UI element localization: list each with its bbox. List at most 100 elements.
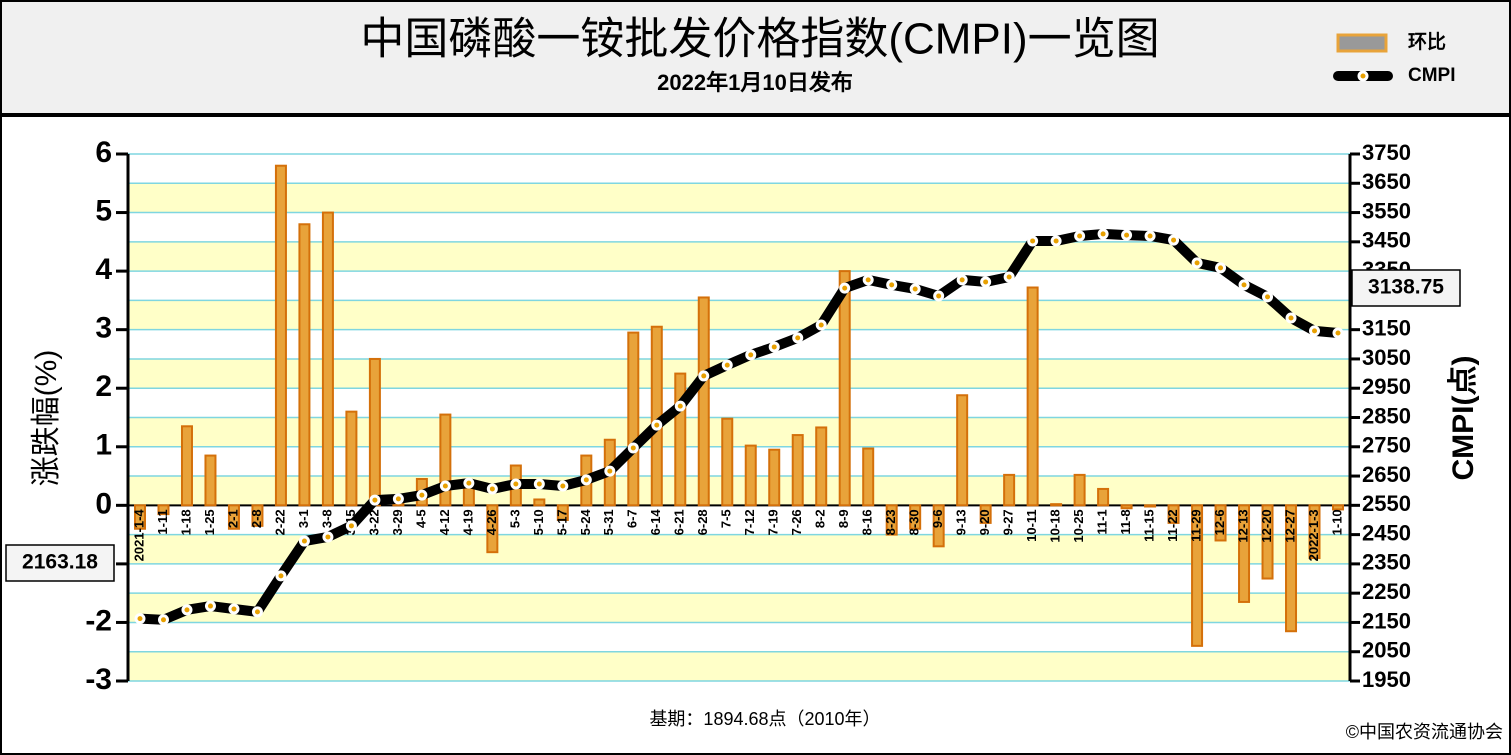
y-tick-label: 3 (95, 312, 112, 345)
y2-tick-label: 2650 (1362, 462, 1411, 487)
annotation-box (5, 544, 115, 582)
x-tick-label: 1-18 (178, 509, 193, 535)
band (128, 417, 1350, 447)
point (275, 570, 287, 582)
bar (345, 410, 358, 507)
point (698, 370, 710, 382)
x-tick-label: 9-20 (977, 509, 992, 535)
bar (721, 417, 734, 507)
bar (556, 504, 569, 521)
bar (1261, 504, 1274, 580)
x-tick-label: 5-17 (554, 509, 569, 535)
x-tick-label: 1-11 (155, 509, 170, 534)
point (157, 614, 169, 626)
y-axis-label: 涨跌幅(%) (30, 350, 63, 487)
annotation-box (1351, 269, 1461, 307)
bar (674, 372, 687, 507)
bar (1238, 504, 1251, 603)
x-tick-label: 7-12 (742, 509, 757, 535)
x-tick-label: 12-20 (1259, 509, 1274, 542)
bar (1308, 504, 1321, 560)
bar (533, 498, 546, 507)
point (745, 349, 757, 361)
bar (486, 504, 499, 554)
bar (1167, 504, 1180, 524)
bar (862, 447, 875, 507)
y2-tick-label: 2150 (1362, 608, 1411, 633)
x-tick-label: 2-22 (272, 509, 287, 535)
y2-tick-label: 2550 (1362, 491, 1411, 516)
x-tick-label: 6-14 (648, 509, 663, 536)
point (1285, 312, 1297, 324)
point (980, 276, 992, 288)
point (768, 341, 780, 353)
point (1144, 230, 1156, 242)
point (1121, 229, 1133, 241)
point (886, 279, 898, 291)
x-tick-label: 8-2 (813, 509, 828, 528)
y2-tick-label: 2450 (1362, 520, 1411, 545)
point (627, 442, 639, 454)
point (298, 535, 310, 547)
line (139, 228, 1339, 625)
point (1262, 291, 1274, 303)
y2-tick-label: 3750 (1362, 140, 1411, 165)
bar (791, 434, 804, 507)
y2-tick-label: 3450 (1362, 228, 1411, 253)
y-tick-label: 6 (95, 136, 112, 169)
bar (204, 454, 217, 507)
x-tick-label: 10-11 (1024, 509, 1039, 542)
x-tick-label: 4-12 (437, 509, 452, 535)
point (181, 604, 193, 616)
point (1027, 235, 1039, 247)
legend-dot (1357, 70, 1369, 82)
bar (909, 504, 922, 530)
point (1332, 327, 1344, 339)
x-tick-label: 5-31 (601, 509, 616, 535)
x-tick-label: 7-26 (789, 509, 804, 535)
bar (251, 504, 264, 527)
bar (1214, 504, 1227, 542)
point (1003, 271, 1015, 283)
x-tick-label: 4-5 (413, 509, 428, 528)
y-tick-label: 4 (95, 253, 112, 286)
point (1309, 325, 1321, 337)
x-tick-label: 5-3 (507, 509, 522, 528)
x-tick-label: 8-23 (883, 509, 898, 535)
chart-title: 中国磷酸一铵批发价格指数(CMPI)一览图 (360, 15, 1159, 64)
point (134, 613, 146, 625)
x-tick-label: 3-29 (390, 509, 405, 535)
band (128, 241, 1350, 272)
point (557, 480, 569, 492)
point (322, 531, 334, 543)
bar (1026, 286, 1039, 507)
bar (298, 223, 311, 507)
y2-tick-label: 3150 (1362, 315, 1411, 340)
x-tick-label: 12-27 (1282, 509, 1297, 542)
point (580, 474, 592, 486)
annotation: 2163.18 (22, 551, 98, 574)
point (486, 483, 498, 495)
y2-tick-label: 2050 (1362, 638, 1411, 663)
x-tick-label: 1-10 (1329, 509, 1344, 535)
legend-swatch (1336, 33, 1388, 53)
source: ©中国农资流通协会 (1346, 722, 1503, 742)
bar (885, 504, 898, 536)
point (533, 478, 545, 490)
point (792, 332, 804, 344)
y2-tick-label: 2350 (1362, 550, 1411, 575)
legend-label: 环比 (1408, 31, 1446, 53)
point (392, 493, 404, 505)
bar (979, 504, 992, 524)
bar (134, 504, 146, 530)
bar (227, 504, 240, 530)
x-tick-label: 6-21 (672, 509, 687, 535)
bar (1191, 504, 1204, 647)
x-tick-label: 7-19 (766, 509, 781, 535)
x-tick-label: 9-13 (954, 509, 969, 535)
point (369, 494, 381, 506)
x-tick-label: 2-8 (249, 509, 264, 528)
point (1097, 228, 1109, 240)
point (1050, 235, 1062, 247)
